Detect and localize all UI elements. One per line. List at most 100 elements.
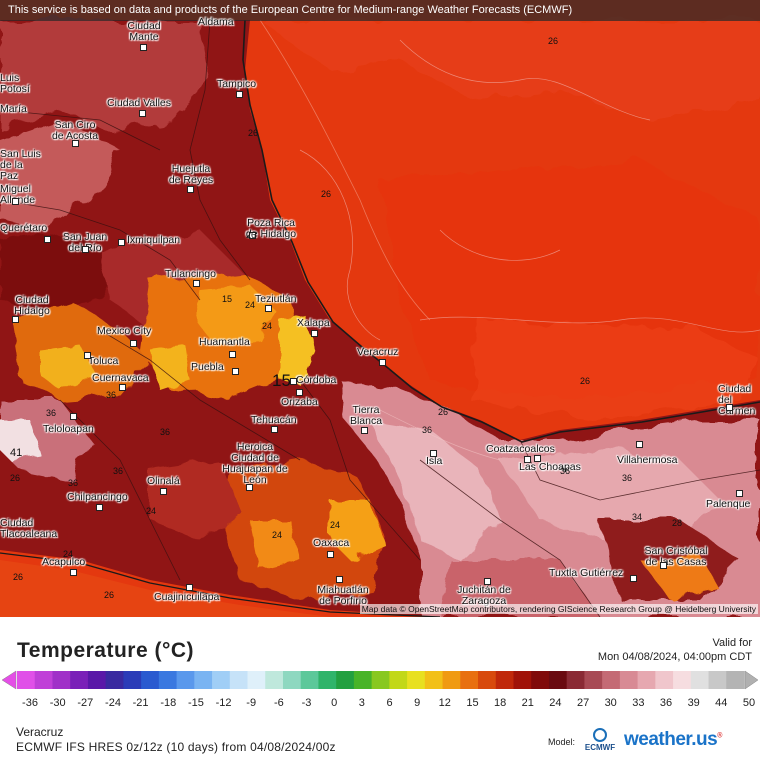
city-label[interactable]: Miahuatlán de Porfirio bbox=[313, 585, 373, 607]
city-label[interactable]: Tampico bbox=[217, 79, 256, 90]
city-label[interactable]: Las Choapas bbox=[519, 462, 581, 473]
city-marker bbox=[186, 584, 193, 591]
city-label[interactable]: Oaxaca bbox=[313, 538, 349, 549]
colorbar-tick-label: -27 bbox=[77, 697, 94, 709]
city-label[interactable]: Teziutlán bbox=[255, 294, 296, 305]
colorbar-swatch bbox=[726, 671, 745, 689]
city-label[interactable]: Cuajinicuilapa bbox=[154, 592, 219, 603]
isotherm-label: 34 bbox=[632, 512, 643, 522]
city-name: Palenque bbox=[706, 498, 751, 510]
city-label[interactable]: Olinalá bbox=[147, 476, 180, 487]
city-marker bbox=[130, 340, 137, 347]
city-name: Cuajinicuilapa bbox=[154, 591, 220, 603]
city-marker bbox=[636, 441, 643, 448]
city-name: Oaxaca bbox=[313, 537, 350, 549]
colorbar-swatch bbox=[141, 671, 160, 689]
city-marker bbox=[84, 352, 91, 359]
city-label[interactable]: Tierra Blanca bbox=[346, 405, 386, 427]
city-label[interactable]: Tulancingo bbox=[165, 269, 216, 280]
city-marker bbox=[70, 569, 77, 576]
city-label[interactable]: Acapulco bbox=[42, 557, 85, 568]
colorbar-swatch bbox=[70, 671, 89, 689]
colorbar-swatch bbox=[655, 671, 674, 689]
city-label[interactable]: San Cristóbal de las Casas bbox=[638, 546, 714, 568]
isotherm-label: 24 bbox=[245, 300, 256, 310]
city-label[interactable]: Veracruz bbox=[357, 347, 398, 358]
city-label[interactable]: Tuxtla Gutiérrez bbox=[549, 568, 623, 579]
city-marker bbox=[265, 305, 272, 312]
city-label[interactable]: Ciudad del Carmen bbox=[718, 384, 760, 417]
city-label[interactable]: San Ciro de Acosta bbox=[50, 120, 100, 142]
city-label[interactable]: Villahermosa bbox=[617, 455, 678, 466]
city-label[interactable]: Juchitán de Zaragoza bbox=[452, 585, 516, 607]
city-name: María bbox=[0, 103, 27, 115]
temperature-map[interactable]: This service is based on data and produc… bbox=[0, 0, 760, 617]
city-label[interactable]: Xalapa bbox=[297, 318, 330, 329]
city-label[interactable]: Huejutla de Reyes bbox=[165, 164, 217, 186]
city-label[interactable]: Córdoba bbox=[296, 375, 336, 386]
isotherm-label: 36 bbox=[46, 408, 57, 418]
city-label[interactable]: Isla bbox=[426, 456, 442, 467]
city-label[interactable]: San Luis de la Paz bbox=[0, 149, 42, 182]
city-name: Acapulco bbox=[42, 556, 86, 568]
city-label[interactable]: Ciudad Hidalgo bbox=[10, 295, 54, 317]
city-label[interactable]: Ixmiquilpan bbox=[127, 235, 180, 246]
city-label[interactable]: Heroica Ciudad de Huajuapan de León bbox=[222, 442, 288, 486]
city-label[interactable]: Chilpancingo bbox=[67, 492, 128, 503]
city-marker bbox=[160, 488, 167, 495]
colorbar-tick-label: 6 bbox=[386, 697, 393, 709]
city-label[interactable]: Mexico City bbox=[97, 326, 151, 337]
city-marker bbox=[12, 316, 19, 323]
isotherm-label: 24 bbox=[146, 506, 157, 516]
isotherm-label: 15 bbox=[222, 294, 233, 304]
city-label[interactable]: Ciudad Mante bbox=[124, 21, 164, 43]
city-marker bbox=[82, 246, 89, 253]
city-label[interactable]: Coatzacoalcos bbox=[486, 444, 555, 455]
city-name: Toluca bbox=[88, 355, 119, 367]
city-label[interactable]: Cuernavaca bbox=[92, 373, 149, 384]
city-name: Tehuacán bbox=[251, 414, 297, 426]
colorbar-swatch bbox=[353, 671, 373, 689]
colorbar-swatch bbox=[158, 671, 178, 689]
city-label[interactable]: Huamantla bbox=[199, 337, 250, 348]
city-label[interactable]: Teloloapan bbox=[43, 424, 94, 435]
city-marker bbox=[271, 426, 278, 433]
city-label[interactable]: Palenque bbox=[706, 499, 750, 510]
colorbar-swatch bbox=[17, 671, 36, 689]
colorbar-swatch bbox=[123, 671, 142, 689]
ecmwf-logo[interactable]: ECMWF bbox=[580, 728, 620, 752]
isotherm-label: 36 bbox=[68, 478, 79, 488]
city-label[interactable]: Aldama bbox=[198, 17, 234, 28]
colorbar-tick-label: -24 bbox=[105, 697, 121, 709]
city-label[interactable]: Ciudad Tlacoaleana bbox=[0, 518, 57, 540]
weather-us-logo[interactable]: weather.us® bbox=[624, 729, 722, 751]
city-label[interactable]: Querétaro bbox=[0, 223, 47, 234]
city-label[interactable]: Toluca bbox=[88, 356, 118, 367]
city-marker bbox=[430, 450, 437, 457]
colorbar-swatch bbox=[424, 671, 444, 689]
city-name: Ciudad Hidalgo bbox=[14, 294, 50, 317]
colorbar-swatch bbox=[265, 671, 284, 689]
colorbar-swatch bbox=[105, 671, 124, 689]
city-label[interactable]: Poza Rica de Hidalgo bbox=[244, 218, 298, 240]
city-label[interactable]: Ciudad Valles bbox=[107, 98, 171, 109]
colorbar-tick-label: 18 bbox=[493, 697, 507, 709]
valid-time: Valid for Mon 04/08/2024, 04:00pm CDT bbox=[598, 636, 752, 664]
city-marker bbox=[484, 578, 491, 585]
city-label[interactable]: Puebla bbox=[191, 362, 224, 373]
colorbar-swatch bbox=[407, 671, 426, 689]
city-name: Ciudad Mante bbox=[127, 20, 161, 43]
city-label[interactable]: Luis Potosí bbox=[0, 73, 30, 95]
isotherm-label: 36 bbox=[113, 466, 124, 476]
city-label[interactable]: Tehuacán bbox=[251, 415, 297, 426]
colorbar-swatch bbox=[513, 671, 532, 689]
city-marker bbox=[311, 330, 318, 337]
city-name: Veracruz bbox=[357, 346, 399, 358]
city-marker bbox=[630, 575, 637, 582]
city-name: Córdoba bbox=[296, 374, 337, 386]
city-label[interactable]: Orizaba bbox=[281, 397, 318, 408]
city-label[interactable]: María bbox=[0, 104, 27, 115]
colorbar-tick-label: -6 bbox=[274, 697, 284, 709]
city-name: San Cristóbal de las Casas bbox=[644, 545, 708, 568]
city-marker bbox=[119, 384, 126, 391]
